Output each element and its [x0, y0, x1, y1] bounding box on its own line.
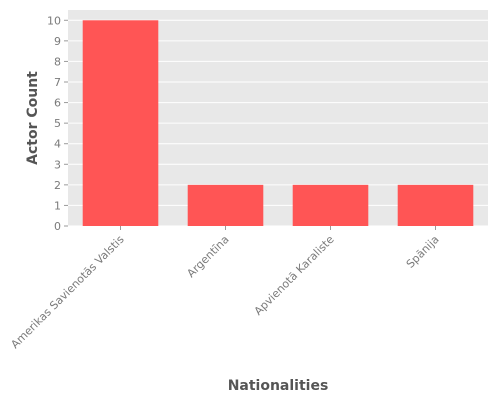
- bars: [82, 20, 474, 226]
- y-tick-label: 7: [54, 76, 61, 89]
- y-tick-label: 2: [54, 179, 61, 192]
- x-tick-label: Apvienotā Karaliste: [252, 233, 337, 318]
- y-axis-title: Actor Count: [25, 71, 41, 165]
- y-tick-label: 5: [54, 117, 61, 130]
- bar: [187, 184, 264, 226]
- y-tick-label: 10: [47, 14, 61, 27]
- x-tick-label: Amerikas Savienotās Valstis: [8, 233, 126, 351]
- bar: [292, 184, 369, 226]
- y-tick-label: 8: [54, 55, 61, 68]
- y-tick-label: 1: [54, 199, 61, 212]
- y-axis-ticks: 0 1 2 3 4 5 6 7 8 9 10: [47, 14, 68, 233]
- y-tick-label: 9: [54, 35, 61, 48]
- y-tick-label: 6: [54, 97, 61, 110]
- y-tick-label: 3: [54, 158, 61, 171]
- x-tick-label: Argentīna: [184, 233, 231, 280]
- bar: [82, 20, 159, 226]
- bar: [397, 184, 474, 226]
- x-tick-label: Spānija: [404, 233, 442, 271]
- y-tick-label: 4: [54, 138, 61, 151]
- x-axis-title: Nationalities: [228, 378, 329, 394]
- y-tick-label: 0: [54, 220, 61, 233]
- x-axis-ticks: Amerikas Savienotās Valstis Argentīna Apvi…: [8, 226, 442, 351]
